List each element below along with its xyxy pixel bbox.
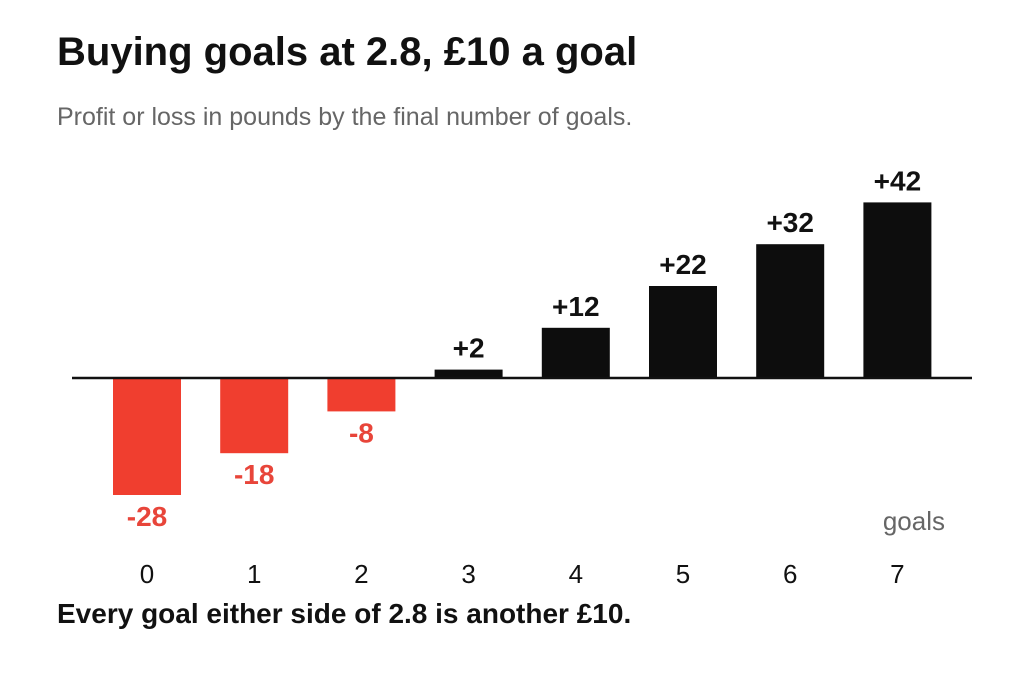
chart-footnote: Every goal either side of 2.8 is another… — [57, 598, 632, 629]
bar-1 — [220, 378, 289, 454]
bar-0 — [113, 378, 181, 495]
bar-7 — [863, 202, 932, 378]
x-tick-label-5: 5 — [676, 559, 690, 589]
bar-3 — [434, 369, 503, 378]
x-tick-labels-group: 0 1 2 3 4 5 6 7 — [140, 559, 905, 589]
data-label-2: -8 — [349, 417, 374, 448]
data-label-3: +2 — [453, 333, 485, 364]
x-axis-title: goals — [883, 506, 945, 536]
chart-title: Buying goals at 2.8, £10 a goal — [57, 30, 638, 74]
bar-2 — [327, 378, 396, 412]
x-tick-label-0: 0 — [140, 559, 154, 589]
x-tick-label-6: 6 — [783, 559, 797, 589]
chart-subtitle: Profit or loss in pounds by the final nu… — [57, 103, 633, 131]
x-tick-label-7: 7 — [890, 559, 904, 589]
data-label-7: +42 — [874, 165, 922, 196]
data-label-4: +12 — [552, 291, 600, 322]
data-label-1: -18 — [234, 459, 274, 490]
data-label-5: +22 — [659, 249, 707, 280]
bars-group — [113, 202, 932, 495]
x-tick-label-2: 2 — [354, 559, 368, 589]
x-tick-label-4: 4 — [569, 559, 583, 589]
bar-6 — [756, 244, 825, 378]
x-tick-label-1: 1 — [247, 559, 261, 589]
bar-5 — [649, 286, 717, 378]
bar-4 — [541, 327, 610, 378]
data-labels-group: -28 -18 -8 +2 +12 +22 +32 +42 — [127, 165, 921, 532]
data-label-6: +32 — [766, 207, 814, 238]
data-label-0: -28 — [127, 501, 167, 532]
x-tick-label-3: 3 — [461, 559, 475, 589]
